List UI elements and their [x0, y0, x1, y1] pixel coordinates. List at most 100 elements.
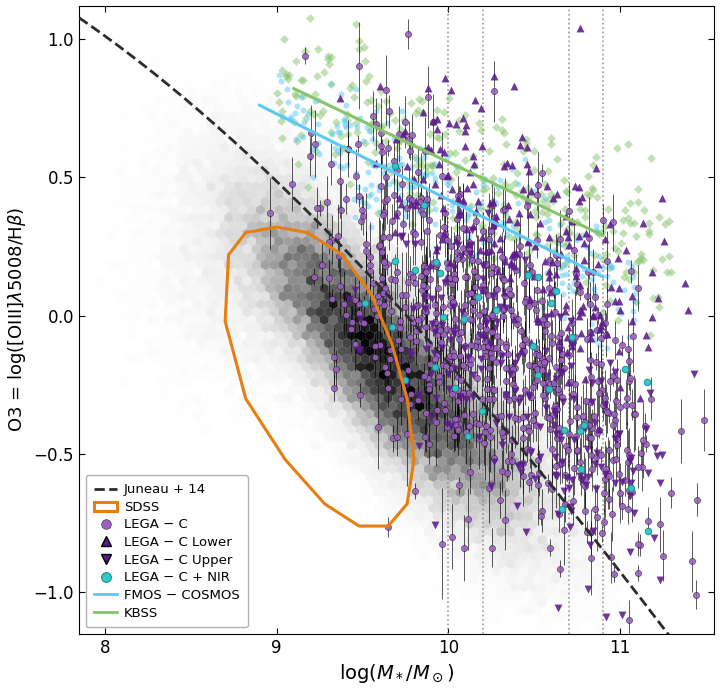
Point	[399, 125, 410, 136]
Point	[467, 179, 478, 190]
Point	[404, 187, 415, 198]
Point	[480, 182, 492, 193]
Point	[435, 337, 446, 348]
Point	[516, 339, 528, 350]
Point	[554, 234, 566, 245]
Point	[518, 345, 529, 356]
Point	[652, 291, 664, 302]
Point	[571, 412, 582, 423]
Point	[531, 348, 542, 359]
Point	[528, 297, 540, 308]
Point	[399, 128, 410, 139]
Point	[544, 231, 555, 243]
Point	[595, 310, 606, 321]
Point	[317, 259, 328, 270]
Point	[485, 202, 496, 214]
Point	[555, 248, 567, 259]
Point	[617, 227, 629, 238]
Point	[362, 200, 374, 211]
Point	[359, 198, 371, 209]
Point	[374, 279, 385, 290]
Point	[508, 310, 519, 321]
Point	[420, 300, 432, 311]
Point	[512, 413, 523, 424]
Point	[499, 256, 510, 267]
Point	[371, 157, 382, 168]
Point	[609, 334, 621, 346]
Point	[377, 209, 389, 220]
Point	[533, 315, 544, 326]
Point	[325, 126, 337, 138]
Point	[518, 193, 529, 204]
Point	[467, 296, 478, 307]
Point	[353, 299, 364, 310]
Point	[609, 477, 621, 488]
Point	[463, 387, 474, 398]
Point	[565, 505, 577, 516]
Point	[436, 342, 447, 353]
Point	[604, 375, 616, 386]
Point	[373, 296, 384, 307]
Point	[429, 178, 441, 189]
Point	[454, 162, 465, 173]
Point	[526, 243, 538, 254]
Point	[415, 192, 427, 203]
Point	[459, 125, 471, 136]
Point	[490, 216, 502, 227]
Point	[590, 220, 601, 231]
Point	[631, 183, 643, 194]
Point	[560, 299, 572, 310]
Point	[276, 133, 288, 144]
Point	[522, 197, 534, 208]
Point	[589, 459, 600, 470]
Point	[511, 501, 523, 512]
Point	[431, 392, 442, 404]
Point	[349, 294, 361, 305]
Point	[474, 330, 486, 341]
Point	[614, 304, 626, 315]
Point	[366, 158, 378, 169]
Point	[484, 338, 495, 349]
X-axis label: log($M_*$/$M_\odot$): log($M_*$/$M_\odot$)	[339, 663, 454, 685]
Point	[607, 454, 618, 465]
Point	[422, 198, 433, 209]
Point	[497, 271, 508, 282]
Point	[629, 296, 640, 307]
Point	[525, 261, 536, 272]
Point	[437, 359, 449, 370]
Point	[479, 336, 490, 347]
Point	[550, 249, 562, 261]
Point	[446, 531, 458, 542]
Point	[467, 304, 479, 315]
Point	[537, 314, 549, 325]
Point	[520, 385, 531, 396]
Point	[297, 104, 309, 115]
Point	[375, 128, 387, 139]
Point	[297, 75, 309, 86]
Point	[504, 289, 516, 300]
Point	[373, 184, 384, 196]
Point	[396, 230, 408, 241]
Point	[439, 277, 451, 288]
Point	[480, 312, 492, 323]
Point	[395, 343, 407, 354]
Point	[525, 185, 536, 196]
Point	[570, 378, 581, 389]
Point	[582, 527, 593, 538]
Point	[526, 470, 537, 481]
Point	[595, 359, 607, 370]
Point	[534, 422, 546, 433]
Point	[457, 198, 469, 209]
Point	[379, 196, 390, 207]
Point	[567, 286, 578, 297]
Point	[564, 483, 575, 494]
Point	[483, 146, 495, 157]
Point	[392, 431, 403, 442]
Point	[482, 374, 493, 385]
Point	[446, 199, 457, 210]
Point	[492, 265, 504, 276]
Point	[346, 316, 357, 328]
Point	[454, 391, 466, 402]
Point	[557, 289, 569, 300]
Point	[503, 412, 515, 423]
